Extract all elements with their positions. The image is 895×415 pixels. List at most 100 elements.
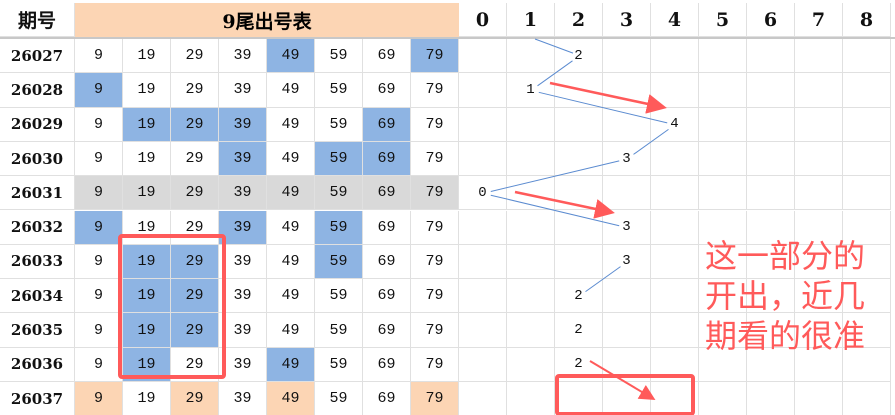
number-cell: 59 <box>315 279 363 314</box>
count-cell <box>747 347 795 382</box>
number-cell: 49 <box>267 107 315 142</box>
number-cell: 39 <box>219 176 267 211</box>
count-cell <box>459 382 507 415</box>
number-cell: 69 <box>363 210 411 245</box>
number-cell: 49 <box>267 313 315 348</box>
count-value: 3 <box>603 141 651 177</box>
count-value: 2 <box>555 39 603 74</box>
header-divider <box>0 37 895 39</box>
number-cell: 19 <box>123 141 171 177</box>
count-column-header: 5 <box>699 3 747 37</box>
count-cell <box>651 73 699 108</box>
number-cell: 19 <box>123 39 171 74</box>
count-cell <box>459 141 507 177</box>
number-cell: 19 <box>123 382 171 415</box>
number-cell: 49 <box>267 176 315 211</box>
number-cell: 69 <box>363 73 411 108</box>
period-cell: 26029 <box>0 107 75 142</box>
count-cell <box>747 382 795 415</box>
count-cell <box>555 382 603 415</box>
count-cell <box>843 39 891 74</box>
count-cell <box>459 210 507 245</box>
count-column-header: 1 <box>507 3 555 37</box>
number-cell: 9 <box>75 176 123 211</box>
count-cell <box>843 382 891 415</box>
count-cell <box>699 39 747 74</box>
count-cell <box>507 313 555 348</box>
period-cell: 26037 <box>0 382 75 415</box>
count-cell <box>747 210 795 245</box>
number-cell: 19 <box>123 279 171 314</box>
number-cell: 39 <box>219 244 267 280</box>
count-cell <box>699 244 747 280</box>
number-cell: 79 <box>411 176 459 211</box>
count-cell <box>795 39 843 74</box>
count-cell <box>843 73 891 108</box>
highlight-box-19-29 <box>118 234 226 379</box>
number-cell: 59 <box>315 313 363 348</box>
number-cell: 9 <box>75 107 123 142</box>
count-cell <box>507 244 555 280</box>
count-cell <box>843 279 891 314</box>
count-cell <box>699 73 747 108</box>
number-cell: 79 <box>411 210 459 245</box>
count-cell <box>603 176 651 211</box>
number-cell: 79 <box>411 107 459 142</box>
number-cell: 69 <box>363 39 411 74</box>
count-cell <box>747 39 795 74</box>
count-cell <box>555 176 603 211</box>
number-cell: 59 <box>315 210 363 245</box>
number-cell: 69 <box>363 313 411 348</box>
count-column-header: 8 <box>843 3 891 37</box>
number-cell: 39 <box>219 382 267 415</box>
number-cell: 29 <box>171 347 219 382</box>
count-cell <box>747 141 795 177</box>
number-cell: 19 <box>123 176 171 211</box>
period-cell: 26027 <box>0 39 75 74</box>
count-cell <box>507 347 555 382</box>
trend-line <box>538 91 668 124</box>
number-cell: 49 <box>267 347 315 382</box>
number-cell: 49 <box>267 382 315 415</box>
number-cell: 59 <box>315 73 363 108</box>
count-cell <box>459 313 507 348</box>
number-cell: 79 <box>411 141 459 177</box>
count-cell <box>795 176 843 211</box>
trend-line <box>534 38 574 54</box>
count-cell <box>843 107 891 142</box>
number-cell: 49 <box>267 141 315 177</box>
count-cell <box>843 244 891 280</box>
number-cell: 29 <box>171 244 219 280</box>
period-cell: 26035 <box>0 313 75 348</box>
count-cell <box>459 244 507 280</box>
number-cell: 79 <box>411 382 459 415</box>
number-cell: 29 <box>171 107 219 142</box>
number-cell: 79 <box>411 313 459 348</box>
count-cell <box>555 107 603 142</box>
count-cell <box>507 39 555 74</box>
count-cell <box>795 141 843 177</box>
count-column-header: 7 <box>795 3 843 37</box>
number-cell: 59 <box>315 244 363 280</box>
count-value: 4 <box>651 107 699 142</box>
count-cell <box>795 210 843 245</box>
number-cell: 9 <box>75 210 123 245</box>
count-cell <box>699 382 747 415</box>
number-cell: 9 <box>75 73 123 108</box>
number-cell: 39 <box>219 210 267 245</box>
red-arrow <box>549 81 667 114</box>
number-cell: 29 <box>171 73 219 108</box>
count-cell <box>651 39 699 74</box>
count-cell <box>843 210 891 245</box>
number-cell: 69 <box>363 382 411 415</box>
count-cell <box>699 210 747 245</box>
count-value: 3 <box>603 244 651 280</box>
trend-line <box>585 266 621 293</box>
number-cell: 9 <box>75 39 123 74</box>
number-cell: 69 <box>363 279 411 314</box>
number-cell: 29 <box>171 176 219 211</box>
count-cell <box>459 107 507 142</box>
number-cell: 59 <box>315 141 363 177</box>
number-cell: 29 <box>171 39 219 74</box>
